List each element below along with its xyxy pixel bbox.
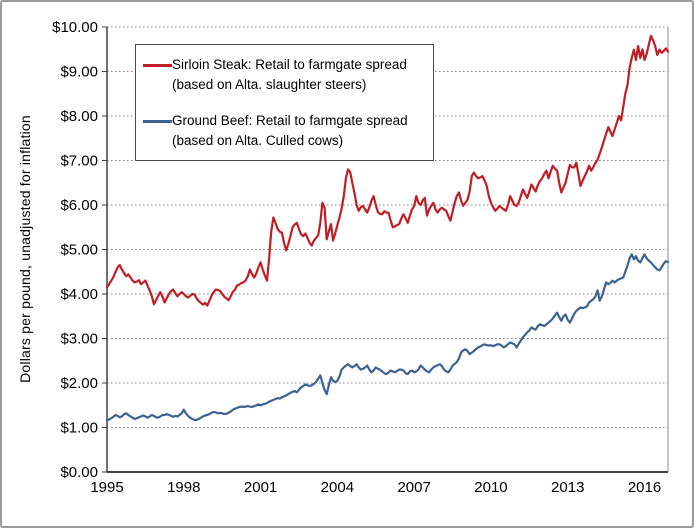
x-tick-label: 2007: [397, 479, 430, 496]
ground-beef-series-line-icon: [143, 120, 172, 123]
y-tick-label: $1.00: [60, 420, 98, 437]
legend-label-ground-beef: Ground Beef: Retail to farmgate spread (…: [172, 111, 408, 151]
y-tick-label: $5.00: [60, 242, 98, 259]
x-tick-label: 2010: [474, 479, 507, 496]
y-axis-title: Dollars per pound, unadjusted for inflat…: [17, 115, 33, 383]
legend-label-sirloin-note: (based on Alta. slaughter steers): [172, 77, 367, 92]
legend-label-ground-beef-name: Ground Beef: Retail to farmgate spread: [172, 113, 408, 128]
y-tick-label: $2.00: [60, 375, 98, 392]
y-tick-label: $0.00: [60, 464, 98, 481]
legend-label-sirloin-name: Sirloin Steak: Retail to farmgate spread: [172, 57, 407, 72]
y-tick-label: $6.00: [60, 197, 98, 214]
y-tick-label: $7.00: [60, 153, 98, 170]
legend-item-sirloin: Sirloin Steak: Retail to farmgate spread…: [143, 55, 427, 95]
x-tick-label: 2004: [321, 479, 354, 496]
y-tick-label: $10.00: [52, 19, 98, 36]
x-tick-label: 2016: [628, 479, 661, 496]
legend-label-ground-beef-note: (based on Alta. Culled cows): [172, 133, 344, 148]
legend: Sirloin Steak: Retail to farmgate spread…: [135, 44, 434, 161]
y-tick-label: $8.00: [60, 108, 98, 125]
y-tick-label: $3.00: [60, 331, 98, 348]
y-tick-label: $9.00: [60, 64, 98, 81]
sirloin-series-line-icon: [143, 64, 172, 67]
legend-label-sirloin: Sirloin Steak: Retail to farmgate spread…: [172, 55, 407, 95]
x-tick-label: 1995: [90, 479, 123, 496]
x-tick-label: 1998: [167, 479, 200, 496]
y-tick-label: $4.00: [60, 286, 98, 303]
x-tick-label: 2013: [551, 479, 584, 496]
ground-beef-series-path: [105, 253, 670, 422]
legend-item-ground-beef: Ground Beef: Retail to farmgate spread (…: [143, 111, 427, 151]
sirloin-series-path: [105, 34, 670, 307]
x-tick-label: 2001: [244, 479, 277, 496]
